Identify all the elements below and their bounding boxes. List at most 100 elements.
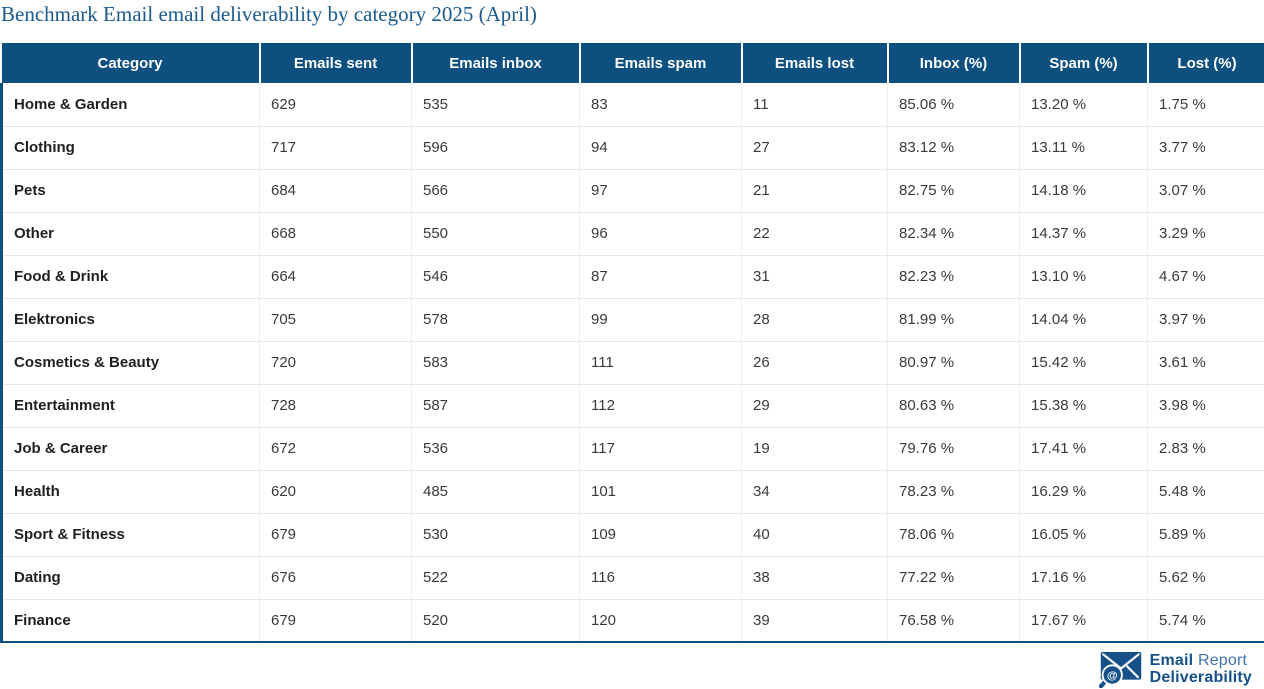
value-cell: 3.77 % (1147, 126, 1264, 170)
column-header-emails-sent: Emails sent (259, 43, 413, 83)
value-cell: 16.05 % (1019, 513, 1148, 557)
value-cell: 40 (741, 513, 888, 557)
value-cell: 77.22 % (887, 556, 1020, 600)
value-cell: 14.04 % (1019, 298, 1148, 342)
table-row-clothing: Clothing 717 596 94 27 83.12 % 13.11 % 3.77 % (0, 126, 1264, 170)
value-cell: 111 (579, 341, 742, 385)
value-cell: 546 (411, 255, 580, 299)
value-cell: 3.98 % (1147, 384, 1264, 428)
value-cell: 5.62 % (1147, 556, 1264, 600)
value-cell: 11 (741, 83, 888, 127)
column-header-emails-inbox: Emails inbox (411, 43, 581, 83)
value-cell: 705 (259, 298, 412, 342)
logo-line-2: Deliverability (1149, 669, 1252, 686)
value-cell: 16.29 % (1019, 470, 1148, 514)
value-cell: 17.67 % (1019, 599, 1148, 643)
value-cell: 78.23 % (887, 470, 1020, 514)
value-cell: 17.41 % (1019, 427, 1148, 471)
category-cell: Finance (0, 599, 260, 643)
value-cell: 29 (741, 384, 888, 428)
category-cell: Sport & Fitness (0, 513, 260, 557)
value-cell: 3.61 % (1147, 341, 1264, 385)
value-cell: 15.42 % (1019, 341, 1148, 385)
deliverability-table: Category Emails sent Emails inbox Emails sp… (0, 43, 1264, 643)
value-cell: 87 (579, 255, 742, 299)
table-row-cosmetics-beauty: Cosmetics & Beauty 720 583 111 26 80.97 % 15.4… (0, 341, 1264, 385)
value-cell: 566 (411, 169, 580, 213)
value-cell: 120 (579, 599, 742, 643)
category-cell: Pets (0, 169, 260, 213)
value-cell: 13.20 % (1019, 83, 1148, 127)
value-cell: 19 (741, 427, 888, 471)
value-cell: 522 (411, 556, 580, 600)
page-title: Benchmark Email email deliverability by … (1, 2, 537, 26)
category-cell: Clothing (0, 126, 260, 170)
column-header-emails-lost: Emails lost (741, 43, 889, 83)
category-cell: Entertainment (0, 384, 260, 428)
value-cell: 82.23 % (887, 255, 1020, 299)
value-cell: 679 (259, 599, 412, 643)
value-cell: 668 (259, 212, 412, 256)
category-cell: Health (0, 470, 260, 514)
category-cell: Job & Career (0, 427, 260, 471)
value-cell: 28 (741, 298, 888, 342)
value-cell: 13.11 % (1019, 126, 1148, 170)
table-row-home-garden: Home & Garden 629 535 83 11 85.06 % 13.20 % 1.7… (0, 83, 1264, 127)
logo-word-email: Email (1149, 652, 1194, 669)
value-cell: 535 (411, 83, 580, 127)
value-cell: 81.99 % (887, 298, 1020, 342)
value-cell: 82.75 % (887, 169, 1020, 213)
table-row-pets: Pets 684 566 97 21 82.75 % 14.18 % 3.07 % (0, 169, 1264, 213)
value-cell: 79.76 % (887, 427, 1020, 471)
value-cell: 80.97 % (887, 341, 1020, 385)
envelope-magnifier-at-icon: @ (1098, 651, 1141, 688)
value-cell: 5.89 % (1147, 513, 1264, 557)
value-cell: 26 (741, 341, 888, 385)
category-cell: Dating (0, 556, 260, 600)
value-cell: 15.38 % (1019, 384, 1148, 428)
brand-logo-text: Email Report Deliverability (1150, 652, 1252, 686)
value-cell: 116 (579, 556, 742, 600)
table-row-elektronics: Elektronics 705 578 99 28 81.99 % 14.04 % 3.97 … (0, 298, 1264, 342)
value-cell: 679 (259, 513, 412, 557)
value-cell: 5.48 % (1147, 470, 1264, 514)
table-row-other: Other 668 550 96 22 82.34 % 14.37 % 3.29 % (0, 212, 1264, 256)
svg-text:@: @ (1106, 670, 1117, 682)
column-header-lost: Lost (%) (1147, 43, 1264, 83)
value-cell: 82.34 % (887, 212, 1020, 256)
value-cell: 117 (579, 427, 742, 471)
value-cell: 76.58 % (887, 599, 1020, 643)
table-row-dating: Dating 676 522 116 38 77.22 % 17.16 % 5.62 % (0, 556, 1264, 600)
value-cell: 38 (741, 556, 888, 600)
value-cell: 520 (411, 599, 580, 643)
footer: @ Email Report Deliverability (0, 643, 1264, 688)
value-cell: 583 (411, 341, 580, 385)
logo-line-1: Email Report (1150, 652, 1252, 669)
value-cell: 684 (259, 169, 412, 213)
value-cell: 485 (411, 470, 580, 514)
table-row-food-drink: Food & Drink 664 546 87 31 82.23 % 13.10 % 4.67… (0, 255, 1264, 299)
table-row-health: Health 620 485 101 34 78.23 % 16.29 % 5.48 % (0, 470, 1264, 514)
category-cell: Home & Garden (0, 83, 260, 127)
value-cell: 21 (741, 169, 888, 213)
column-header-emails-spam: Emails spam (579, 43, 743, 83)
table-header-row: Category Emails sent Emails inbox Emails sp… (1, 43, 1264, 83)
category-cell: Food & Drink (0, 255, 260, 299)
value-cell: 629 (259, 83, 412, 127)
value-cell: 34 (741, 470, 888, 514)
value-cell: 676 (259, 556, 412, 600)
value-cell: 17.16 % (1019, 556, 1148, 600)
column-header-spam: Spam (%) (1019, 43, 1149, 83)
value-cell: 31 (741, 255, 888, 299)
value-cell: 83.12 % (887, 126, 1020, 170)
category-cell: Cosmetics & Beauty (0, 341, 260, 385)
category-cell: Other (0, 212, 260, 256)
column-header-category: Category (1, 43, 261, 83)
table-row-entertainment: Entertainment 728 587 112 29 80.63 % 15.38 % 3.… (0, 384, 1264, 428)
value-cell: 3.07 % (1147, 169, 1264, 213)
value-cell: 78.06 % (887, 513, 1020, 557)
value-cell: 2.83 % (1147, 427, 1264, 471)
brand-logo: @ Email Report Deliverability (1098, 650, 1252, 688)
value-cell: 550 (411, 212, 580, 256)
value-cell: 14.37 % (1019, 212, 1148, 256)
